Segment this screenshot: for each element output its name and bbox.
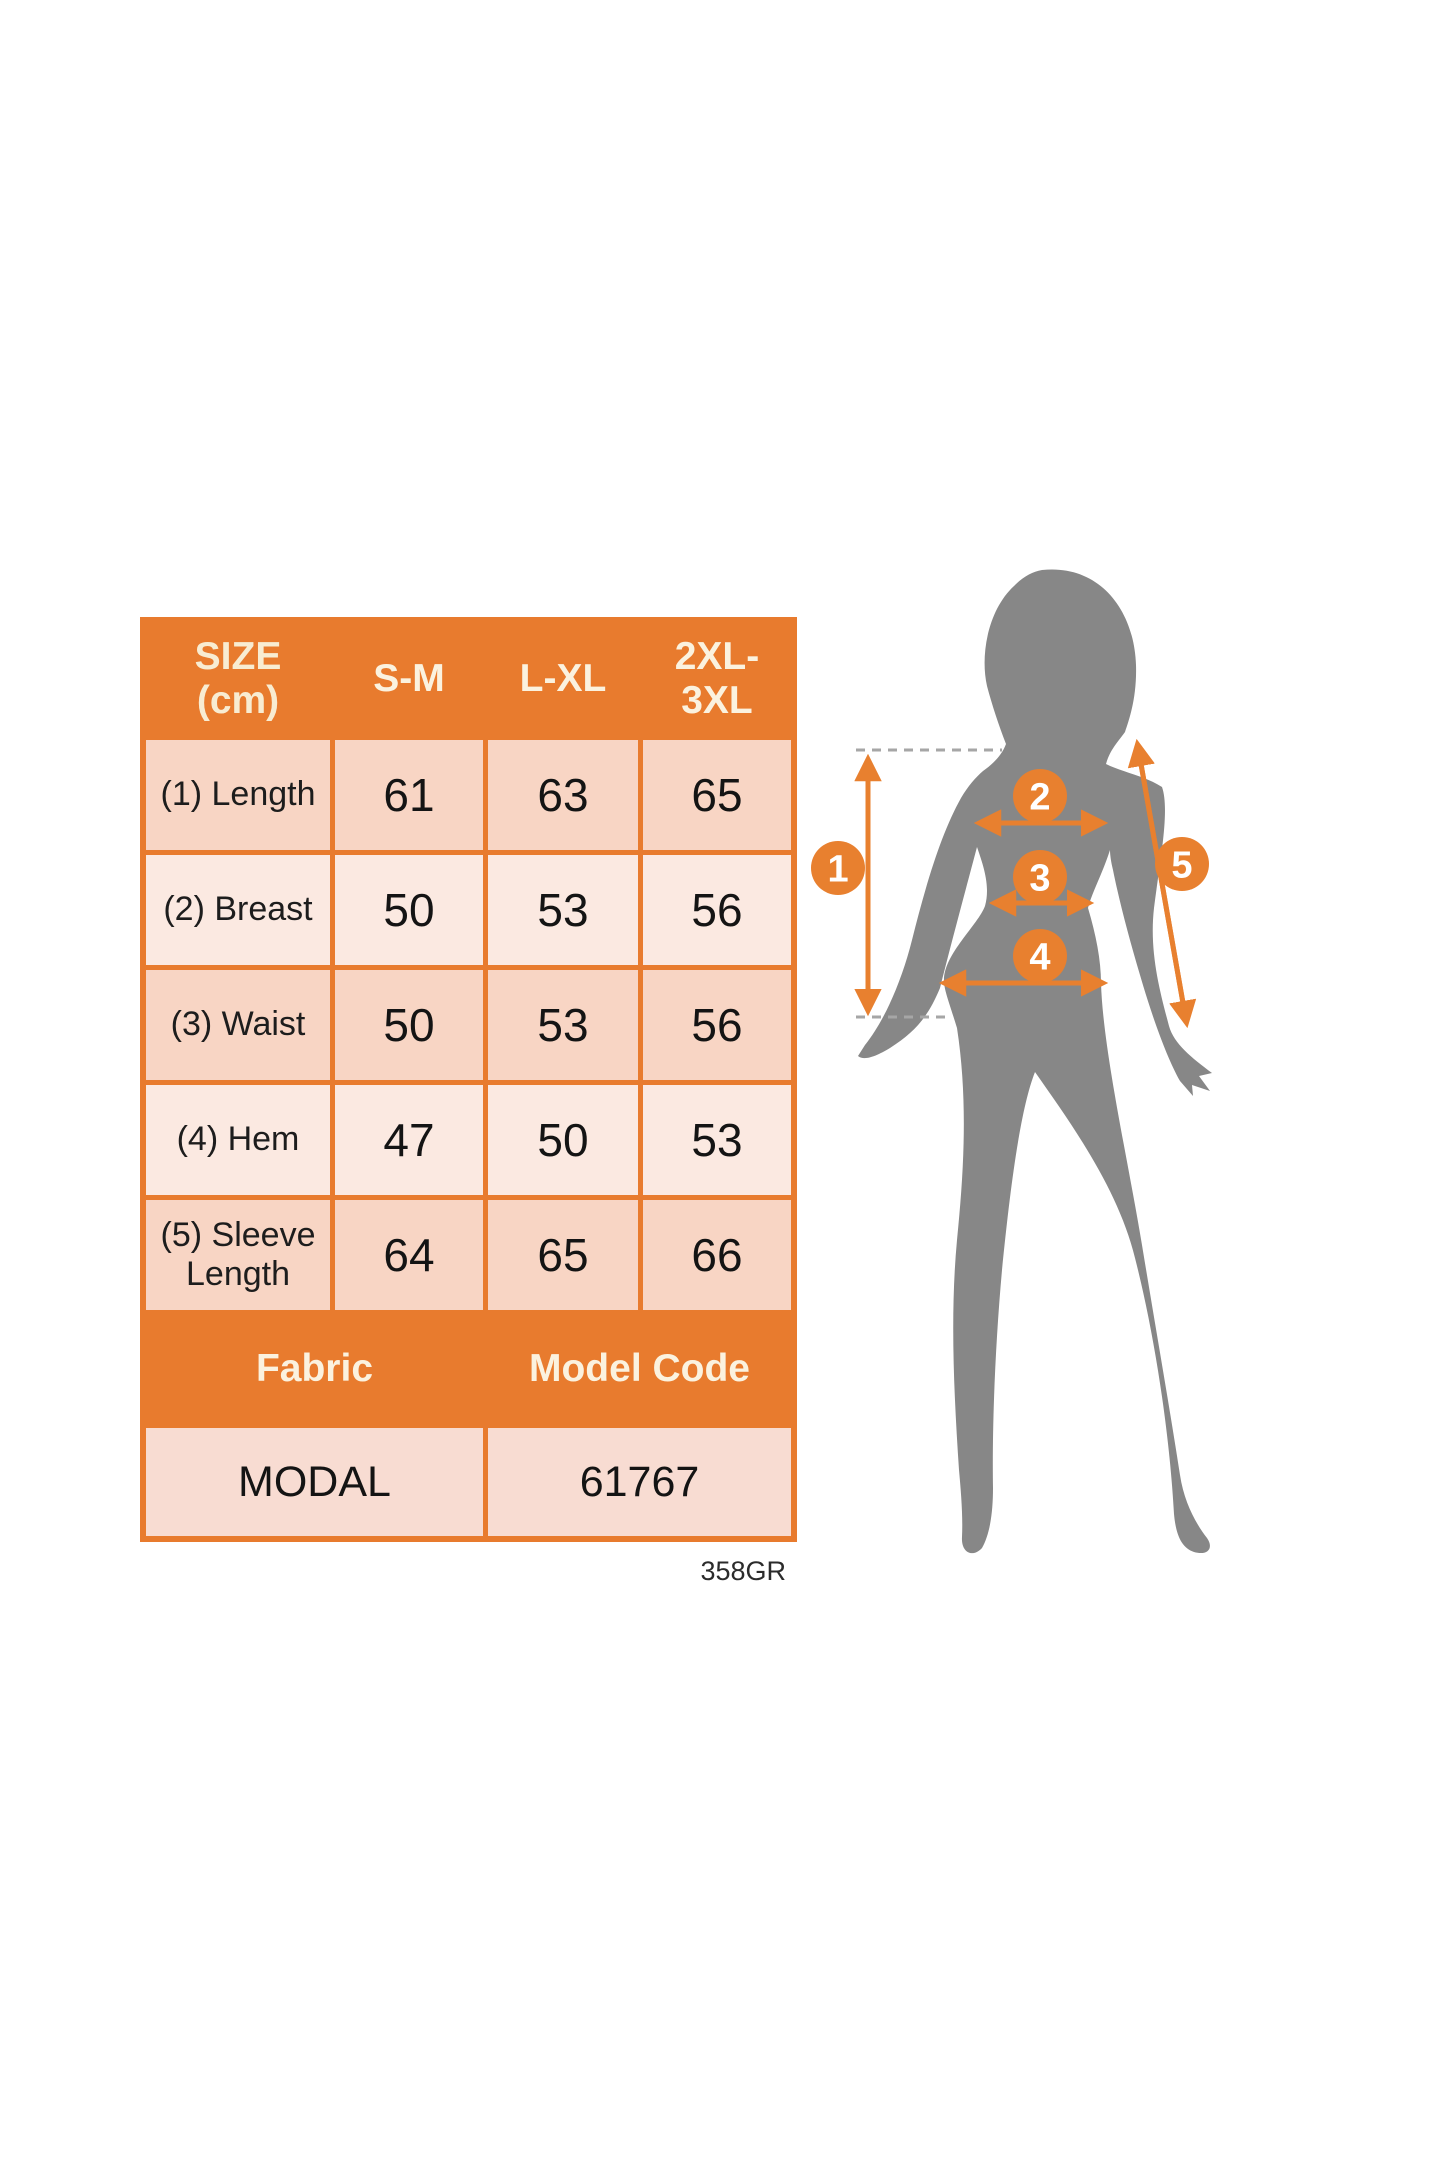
badge-5-label: 5 xyxy=(1171,844,1192,886)
breast-l-xl: 53 xyxy=(488,855,638,965)
breast-2xl-3xl: 56 xyxy=(643,855,791,965)
header-s-m: S-M xyxy=(335,623,483,735)
length-s-m: 61 xyxy=(335,740,483,850)
row-label-sleeve-length: (5) Sleeve Length xyxy=(146,1200,330,1310)
model-code-value: 61767 xyxy=(488,1428,791,1536)
waist-l-xl: 53 xyxy=(488,970,638,1080)
row-label-breast: (2) Breast xyxy=(146,855,330,965)
measurement-figure: 1 2 3 4 5 xyxy=(800,540,1400,1630)
row-label-waist: (3) Waist xyxy=(146,970,330,1080)
row-label-hem: (4) Hem xyxy=(146,1085,330,1195)
fabric-header: Fabric xyxy=(146,1315,483,1423)
badge-1-circle xyxy=(811,841,865,895)
badge-2-label: 2 xyxy=(1029,776,1050,818)
header-2xl-3xl: 2XL- 3XL xyxy=(643,623,791,735)
measurement-figure-svg: 1 2 3 4 5 xyxy=(811,569,1212,1554)
breast-s-m: 50 xyxy=(335,855,483,965)
badge-4-circle xyxy=(1013,929,1067,983)
model-code-header: Model Code xyxy=(488,1315,791,1423)
badge-5-circle xyxy=(1155,837,1209,891)
header-l-xl: L-XL xyxy=(488,623,638,735)
length-2xl-3xl: 65 xyxy=(643,740,791,850)
badge-2-circle xyxy=(1013,769,1067,823)
badge-3-label: 3 xyxy=(1029,857,1050,899)
hem-s-m: 47 xyxy=(335,1085,483,1195)
waist-s-m: 50 xyxy=(335,970,483,1080)
female-silhouette xyxy=(858,569,1212,1554)
row-label-length: (1) Length xyxy=(146,740,330,850)
waist-2xl-3xl: 56 xyxy=(643,970,791,1080)
header-size-cm: SIZE (cm) xyxy=(146,623,330,735)
color-code-note: 358GR xyxy=(700,1556,786,1586)
hem-2xl-3xl: 53 xyxy=(643,1085,791,1195)
fabric-value: MODAL xyxy=(146,1428,483,1536)
sleeve-l-xl: 65 xyxy=(488,1200,638,1310)
measurement-badges: 1 2 3 4 5 xyxy=(811,769,1209,983)
badge-4-label: 4 xyxy=(1029,936,1050,978)
sleeve-s-m: 64 xyxy=(335,1200,483,1310)
hem-l-xl: 50 xyxy=(488,1085,638,1195)
length-l-xl: 63 xyxy=(488,740,638,850)
badge-3-circle xyxy=(1013,850,1067,904)
size-chart-table: SIZE (cm) S-M L-XL 2XL- 3XL (1) Length 6… xyxy=(140,617,797,1542)
badge-1-label: 1 xyxy=(827,848,848,890)
sleeve-2xl-3xl: 66 xyxy=(643,1200,791,1310)
